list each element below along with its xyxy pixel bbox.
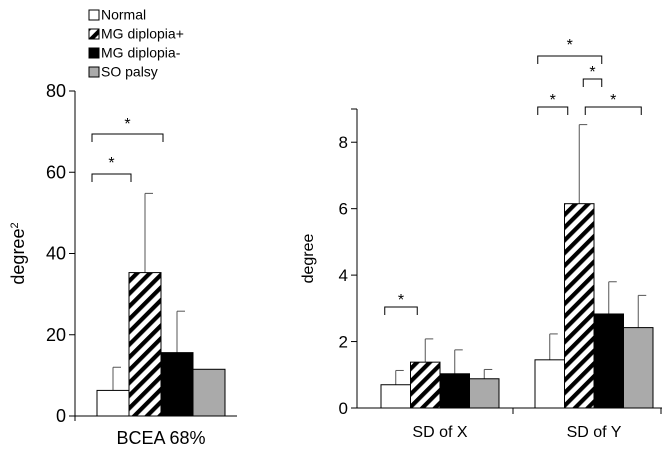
significance-bracket — [91, 133, 164, 142]
x-category-label: SD of X — [412, 424, 467, 441]
significance-star: * — [610, 92, 616, 109]
bar — [469, 378, 500, 409]
bar — [534, 359, 565, 409]
legend-swatch — [88, 28, 100, 40]
sd-panel: 0 2 4 6 8 degree SD of X SD of Y * * * * * — [300, 37, 662, 441]
y-tick-label: 2 — [339, 333, 348, 352]
significance-bracket — [537, 55, 603, 64]
y-tick-label: 4 — [339, 266, 348, 285]
bar — [160, 352, 194, 417]
bar — [96, 389, 130, 417]
y-tick-label: 6 — [339, 200, 348, 219]
y-axis-label-text: degree — [8, 229, 28, 285]
significance-bracket — [537, 106, 569, 115]
bar — [623, 327, 654, 409]
y-tick-label: 20 — [46, 325, 66, 345]
legend-label: MG diplopia+ — [101, 26, 184, 42]
bar — [128, 272, 162, 417]
y-tick-label: 60 — [46, 162, 66, 182]
significance-bracket — [384, 306, 418, 315]
bcea-panel: 0 20 40 60 80 degree2 BCEA 68% * * — [8, 81, 237, 448]
y-axis-label: degree — [300, 233, 317, 283]
legend-swatch — [88, 47, 100, 59]
significance-star: * — [398, 292, 404, 309]
y-tick-label: 8 — [339, 133, 348, 152]
y-axis-label-superscript: 2 — [9, 222, 21, 228]
legend-label: Normal — [101, 7, 146, 23]
significance-star: * — [567, 37, 573, 54]
significance-bracket — [582, 78, 603, 87]
bar — [192, 368, 226, 417]
x-category-label: BCEA 68% — [116, 428, 205, 448]
significance-bracket — [91, 173, 132, 182]
y-tick-label: 40 — [46, 244, 66, 264]
legend-swatch — [88, 9, 100, 21]
significance-star: * — [124, 116, 130, 133]
bar — [410, 361, 441, 409]
bar — [593, 313, 624, 409]
significance-star: * — [108, 155, 114, 172]
x-category-label: SD of Y — [567, 424, 622, 441]
chart-legend: Normal MG diplopia+ MG diplopia- SO palsy — [88, 7, 184, 80]
y-tick-label: 0 — [56, 406, 66, 426]
y-axis-label-text: degree — [300, 233, 317, 283]
y-tick-label: 0 — [339, 399, 348, 418]
significance-star: * — [550, 92, 556, 109]
significance-bracket — [584, 106, 642, 115]
legend-label: MG diplopia- — [101, 45, 181, 61]
legend-swatch — [88, 66, 100, 78]
y-axis-label: degree2 — [8, 222, 28, 284]
y-tick-label: 80 — [46, 81, 66, 101]
bar — [564, 203, 595, 409]
bar — [439, 373, 470, 409]
significance-star: * — [589, 64, 595, 81]
legend-label: SO palsy — [101, 64, 158, 80]
bar — [380, 384, 411, 409]
